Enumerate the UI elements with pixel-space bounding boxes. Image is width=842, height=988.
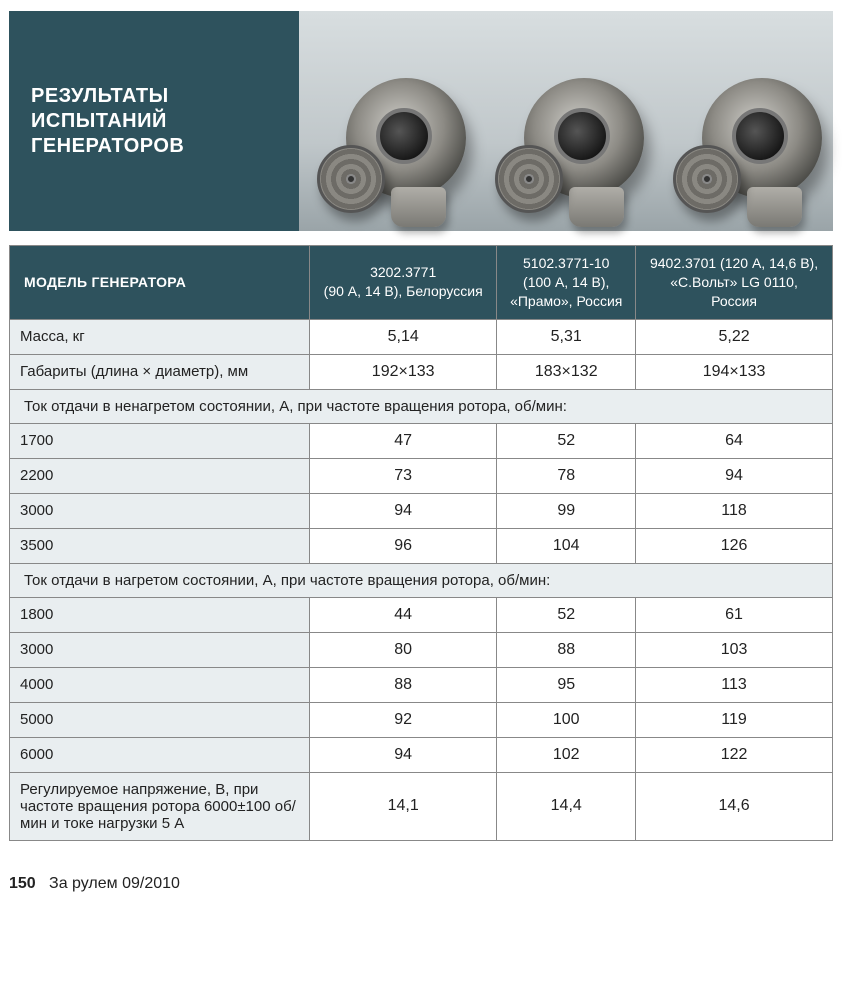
header-label: МОДЕЛЬ ГЕНЕРАТОРА	[10, 246, 310, 320]
row-label: 5000	[10, 702, 310, 737]
table-row: Масса, кг5,145,315,22	[10, 319, 833, 354]
table-row: 2200737894	[10, 458, 833, 493]
cell-value: 52	[497, 423, 636, 458]
cell-value: 80	[310, 632, 497, 667]
cell-value: 102	[497, 737, 636, 772]
row-label: 2200	[10, 458, 310, 493]
table-row: 600094102122	[10, 737, 833, 772]
cell-value: 14,4	[497, 772, 636, 840]
row-label: 3500	[10, 528, 310, 563]
alternator-photo	[667, 70, 822, 225]
row-label: 4000	[10, 667, 310, 702]
cell-value: 95	[497, 667, 636, 702]
row-label: Регулируемое напряжение, В, при частоте …	[10, 772, 310, 840]
row-label: Масса, кг	[10, 319, 310, 354]
cell-value: 99	[497, 493, 636, 528]
cell-value: 5,22	[636, 319, 833, 354]
cell-value: 94	[310, 737, 497, 772]
cell-value: 194×133	[636, 354, 833, 389]
cell-value: 94	[636, 458, 833, 493]
page: РЕЗУЛЬТАТЫ ИСПЫТАНИЙ ГЕНЕРАТОРОВ МОДЕЛЬ …	[0, 0, 842, 893]
section-row: Ток отдачи в ненагретом состоянии, А, пр…	[10, 389, 833, 423]
model-header: 3202.3771(90 А, 14 В), Белоруссия	[310, 246, 497, 320]
cell-value: 88	[310, 667, 497, 702]
photo-strip	[299, 11, 833, 231]
cell-value: 113	[636, 667, 833, 702]
page-footer: 150 За рулем 09/2010	[9, 875, 833, 893]
cell-value: 122	[636, 737, 833, 772]
cell-value: 47	[310, 423, 497, 458]
cell-value: 119	[636, 702, 833, 737]
cell-value: 88	[497, 632, 636, 667]
cell-value: 14,1	[310, 772, 497, 840]
cell-value: 44	[310, 597, 497, 632]
cell-value: 100	[497, 702, 636, 737]
title-line-3: ГЕНЕРАТОРОВ	[31, 134, 277, 159]
cell-value: 103	[636, 632, 833, 667]
row-label: 3000	[10, 632, 310, 667]
title-line-2: ИСПЫТАНИЙ	[31, 109, 277, 134]
cell-value: 61	[636, 597, 833, 632]
cell-value: 92	[310, 702, 497, 737]
section-row: Ток отдачи в нагретом состоянии, А, при …	[10, 563, 833, 597]
table-row: Габариты (длина × диаметр), мм192×133183…	[10, 354, 833, 389]
cell-value: 118	[636, 493, 833, 528]
cell-value: 73	[310, 458, 497, 493]
cell-value: 94	[310, 493, 497, 528]
section-label: Ток отдачи в ненагретом состоянии, А, пр…	[10, 389, 833, 423]
table-row: 1800445261	[10, 597, 833, 632]
section-label: Ток отдачи в нагретом состоянии, А, при …	[10, 563, 833, 597]
cell-value: 64	[636, 423, 833, 458]
cell-value: 5,31	[497, 319, 636, 354]
row-label: 3000	[10, 493, 310, 528]
title-block: РЕЗУЛЬТАТЫ ИСПЫТАНИЙ ГЕНЕРАТОРОВ	[9, 11, 299, 231]
cell-value: 78	[497, 458, 636, 493]
title-line-1: РЕЗУЛЬТАТЫ	[31, 84, 277, 109]
table-row: 350096104126	[10, 528, 833, 563]
cell-value: 5,14	[310, 319, 497, 354]
row-label: 1800	[10, 597, 310, 632]
table-row: 1700475264	[10, 423, 833, 458]
cell-value: 104	[497, 528, 636, 563]
page-number: 150	[9, 875, 36, 892]
cell-value: 14,6	[636, 772, 833, 840]
cell-value: 126	[636, 528, 833, 563]
source-credit: За рулем 09/2010	[49, 875, 180, 892]
table-row: Регулируемое напряжение, В, при частоте …	[10, 772, 833, 840]
cell-value: 192×133	[310, 354, 497, 389]
table-row: 40008895113	[10, 667, 833, 702]
cell-value: 52	[497, 597, 636, 632]
table-row: 30009499118	[10, 493, 833, 528]
alternator-photo	[489, 70, 644, 225]
row-label: Габариты (длина × диаметр), мм	[10, 354, 310, 389]
model-header: 9402.3701 (120 А, 14,6 В),«С.Вольт» LG 0…	[636, 246, 833, 320]
spec-table: МОДЕЛЬ ГЕНЕРАТОРА 3202.3771(90 А, 14 В),…	[9, 245, 833, 841]
cell-value: 183×132	[497, 354, 636, 389]
alternator-photo	[311, 70, 466, 225]
table-row: 30008088103	[10, 632, 833, 667]
cell-value: 96	[310, 528, 497, 563]
table-header-row: МОДЕЛЬ ГЕНЕРАТОРА 3202.3771(90 А, 14 В),…	[10, 246, 833, 320]
top-banner: РЕЗУЛЬТАТЫ ИСПЫТАНИЙ ГЕНЕРАТОРОВ	[0, 11, 833, 231]
row-label: 1700	[10, 423, 310, 458]
model-header: 5102.3771-10(100 А, 14 В),«Прамо», Росси…	[497, 246, 636, 320]
table-row: 500092100119	[10, 702, 833, 737]
row-label: 6000	[10, 737, 310, 772]
table-body: Масса, кг5,145,315,22Габариты (длина × д…	[10, 319, 833, 840]
